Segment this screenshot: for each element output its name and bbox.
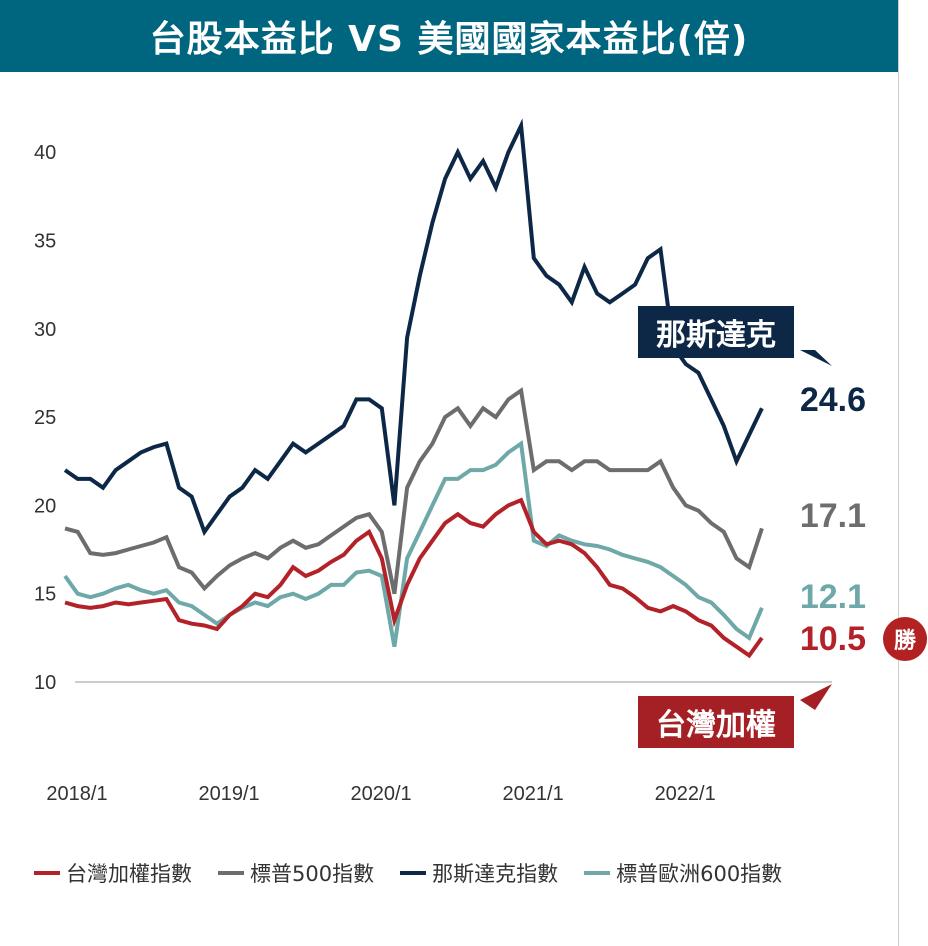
y-tick-label: 40 <box>34 142 56 164</box>
series-line-0 <box>64 497 764 659</box>
nasdaq-callout: 那斯達克 <box>638 306 794 358</box>
y-tick-label: 35 <box>34 231 56 253</box>
x-tick-label: 2019/1 <box>198 783 259 805</box>
series-line-3 <box>63 440 764 648</box>
legend-item: 標普歐洲600指數 <box>584 858 782 888</box>
taiwan-callout: 台灣加權 <box>638 696 794 748</box>
legend-swatch <box>218 871 244 875</box>
y-tick-label: 30 <box>34 319 56 341</box>
y-tick-label: 10 <box>34 672 56 694</box>
legend: 台灣加權指數 標普500指數 那斯達克指數 標普歐洲600指數 <box>34 858 782 888</box>
chart-title: 台股本益比 VS 美國國家本益比(倍) <box>0 0 898 72</box>
end-value-label: 10.5 <box>800 620 866 658</box>
x-tick-label: 2022/1 <box>655 783 716 805</box>
end-value-label: 12.1 <box>800 578 866 616</box>
end-value-label: 24.6 <box>800 381 866 419</box>
y-tick-label: 25 <box>34 407 56 429</box>
legend-item: 標普500指數 <box>218 858 374 888</box>
x-tick-label: 2021/1 <box>503 783 564 805</box>
win-badge: 勝 <box>883 617 927 661</box>
x-tick-label: 2020/1 <box>350 783 411 805</box>
legend-swatch <box>34 871 60 875</box>
legend-label: 標普歐洲600指數 <box>616 862 783 886</box>
legend-swatch <box>584 871 611 875</box>
x-tick-label: 2018/1 <box>46 783 107 805</box>
legend-swatch <box>400 871 427 875</box>
y-tick-label: 15 <box>34 584 56 606</box>
legend-item: 台灣加權指數 <box>34 858 192 888</box>
series-line-1 <box>64 387 764 595</box>
frame-border <box>898 0 899 946</box>
y-tick-label: 20 <box>34 495 56 517</box>
legend-item: 那斯達克指數 <box>400 858 558 888</box>
legend-label: 標普500指數 <box>250 862 375 886</box>
legend-label: 那斯達克指數 <box>432 862 559 886</box>
legend-label: 台灣加權指數 <box>66 862 192 886</box>
series-line-2 <box>63 118 764 537</box>
end-value-label: 17.1 <box>800 497 866 535</box>
